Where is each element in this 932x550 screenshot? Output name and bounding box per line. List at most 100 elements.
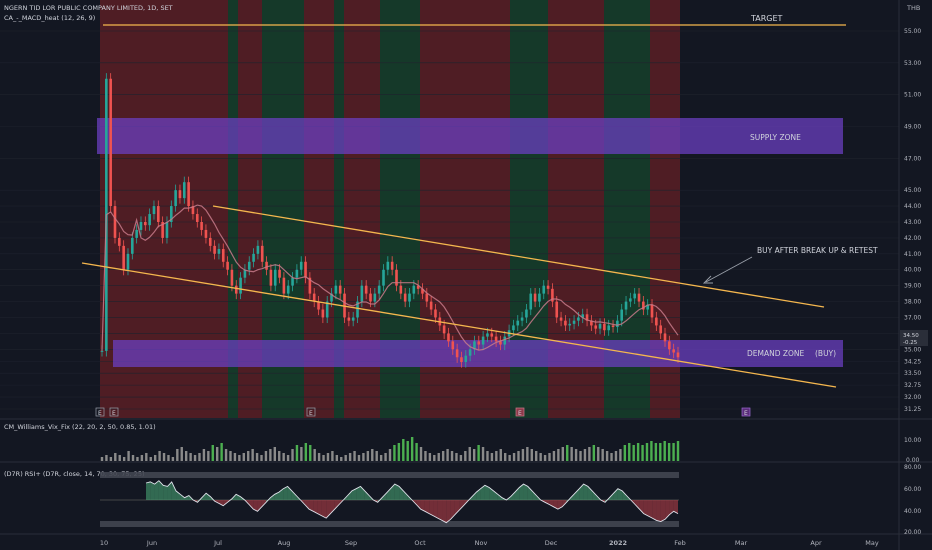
rsi-tick: 20.00 — [904, 529, 921, 536]
vix-bar — [486, 451, 489, 461]
vix-bar — [353, 451, 356, 461]
vix-bar — [641, 445, 644, 461]
vix-bar — [114, 453, 117, 461]
candle-body — [481, 336, 485, 345]
vix-panel-title[interactable]: CM_Williams_Vix_Fix (22, 20, 2, 50, 0.85… — [4, 423, 156, 431]
rsi-fill-segment — [180, 494, 185, 500]
vix-bar — [100, 457, 104, 461]
price-tick: 33.50 — [904, 370, 921, 377]
candle-body — [447, 333, 450, 342]
rsi-fill-segment — [236, 494, 241, 500]
candle-body — [464, 355, 468, 363]
rsi-fill-segment — [176, 490, 181, 500]
rsi-fill-segment — [317, 500, 322, 516]
vix-tick: 10.00 — [904, 437, 921, 444]
rsi-fill-segment — [154, 480, 159, 500]
candle-body — [421, 288, 424, 294]
candle-body — [131, 237, 134, 254]
symbol-title[interactable]: NGERN TID LOR PUBLIC COMPANY LIMITED, 1D… — [4, 4, 173, 12]
candle-body — [416, 285, 420, 289]
supply-zone[interactable] — [97, 118, 843, 154]
candle-body — [252, 253, 255, 262]
candle-body — [655, 317, 658, 326]
vix-bar — [570, 447, 573, 461]
event-marker-box[interactable] — [515, 407, 525, 417]
rsi-panel-title[interactable]: (D7R) RSI+ (D7R, close, 14, 70, 30, 75, … — [4, 470, 145, 478]
vix-bar — [676, 441, 680, 461]
price-axis[interactable]: 55.00 53.00 51.00 49.00 47.00 45.00 44.00 43.00… — [904, 28, 921, 413]
rsi-fill-segment — [283, 486, 288, 500]
event-marker-box[interactable] — [306, 407, 316, 417]
rsi-fill-segment — [158, 480, 164, 500]
candle-body — [494, 336, 498, 342]
rsi-lower-band — [100, 521, 679, 527]
vix-bar — [153, 455, 157, 461]
vix-bar — [224, 449, 228, 461]
candle-body — [360, 285, 364, 302]
candle-body — [213, 245, 216, 254]
buy-after-label: BUY AFTER BREAK UP & RETEST — [757, 246, 878, 255]
last-price-change: -0.25 — [903, 340, 918, 346]
candle-body — [585, 314, 589, 321]
vix-bar — [437, 453, 440, 461]
event-marker-box[interactable] — [741, 407, 751, 417]
rsi-fill-segment — [257, 500, 262, 512]
candle-body — [442, 325, 446, 334]
macd-indicator-title[interactable]: CA_-_MACD_heat (12, 26, 9) — [4, 14, 95, 22]
vix-bar — [158, 451, 161, 461]
rsi-fill-segment — [497, 494, 503, 500]
rsi-fill-segment — [514, 487, 520, 500]
price-tick: 43.00 — [904, 219, 921, 226]
rsi-fill-segment — [622, 490, 627, 500]
vix-bar — [455, 453, 458, 461]
vix-bar — [184, 451, 188, 461]
price-tick: 41.00 — [904, 251, 921, 258]
vix-bar — [402, 439, 405, 461]
vix-bar — [198, 453, 201, 461]
candle-body — [187, 182, 190, 207]
event-marker-box[interactable] — [109, 407, 119, 417]
price-tick: 37.00 — [904, 314, 921, 321]
candle-body — [126, 253, 130, 270]
vix-tick: 0.00 — [906, 457, 920, 464]
rsi-fill-segment — [527, 486, 533, 500]
event-marker-box[interactable] — [95, 407, 105, 417]
candle-body — [273, 269, 277, 286]
rsi-fill-segment — [253, 500, 258, 512]
vix-bar — [504, 453, 507, 461]
time-axis[interactable]: 10 Jun Jul Aug Sep Oct Nov Dec 2022 Feb Mar Apr May — [100, 539, 879, 547]
vix-bar — [481, 447, 485, 461]
candle-body — [650, 304, 654, 318]
vix-bar — [557, 449, 560, 461]
channel-upper-line[interactable] — [212, 205, 825, 308]
price-tick: 47.00 — [904, 155, 921, 162]
candle-body — [100, 350, 104, 352]
rsi-fill-segment — [523, 484, 528, 500]
vix-bar — [393, 445, 396, 461]
channel-lower-line[interactable] — [81, 262, 837, 388]
time-tick: Feb — [674, 539, 686, 547]
target-label: TARGET — [750, 14, 783, 23]
candle-body — [304, 261, 307, 278]
vix-bar — [344, 455, 347, 461]
candle-body — [616, 320, 619, 328]
rsi-fill-segment — [351, 488, 357, 500]
rsi-fill-segment — [545, 500, 550, 505]
vix-bar — [162, 453, 166, 461]
candle-body — [135, 229, 138, 238]
candle-body — [152, 206, 156, 215]
vix-bar — [264, 451, 268, 461]
vix-bar — [464, 451, 467, 461]
vix-bar — [348, 453, 352, 461]
candle-body — [373, 293, 377, 302]
candle-body — [239, 277, 242, 294]
rsi-fill-segment — [575, 488, 580, 500]
candle-body — [429, 301, 433, 310]
candle-body — [256, 245, 260, 254]
vix-bar — [140, 455, 144, 461]
rsi-fill-segment — [167, 481, 172, 500]
vix-bar — [335, 455, 339, 461]
candle-body — [546, 285, 550, 289]
vix-bar — [561, 447, 564, 461]
